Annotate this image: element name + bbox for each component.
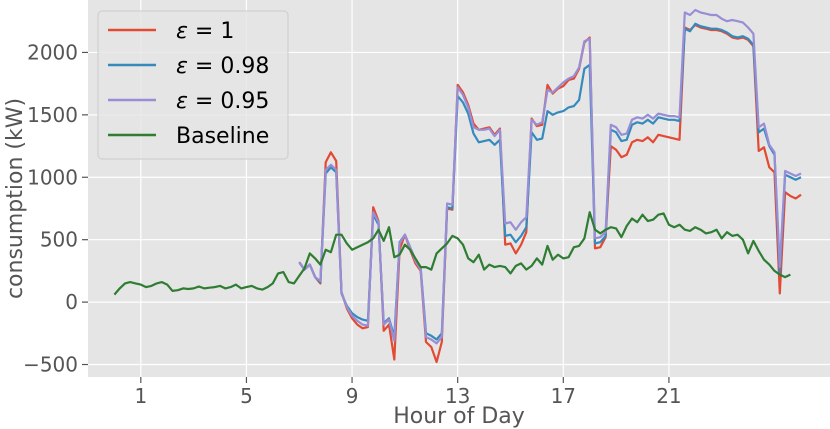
y-tick-label: 1500 bbox=[27, 103, 78, 127]
legend: ε = 1 ε = 0.98 ε = 0.95 Baseline bbox=[97, 10, 289, 160]
y-tick-label: −500 bbox=[23, 353, 78, 377]
y-axis-label: consumption (kW) bbox=[3, 98, 28, 299]
legend-label-3: Baseline bbox=[176, 124, 269, 149]
series-line-2 bbox=[298, 8, 802, 345]
legend-box bbox=[97, 10, 289, 160]
x-tick-label: 21 bbox=[656, 384, 681, 408]
x-tick-label: 1 bbox=[134, 384, 147, 408]
legend-label-2: ε = 0.95 bbox=[176, 89, 269, 114]
x-tick-label: 17 bbox=[551, 384, 576, 408]
x-tick-label: 13 bbox=[445, 384, 470, 408]
x-axis-ticks: 1 5 9 13 17 21 bbox=[134, 377, 682, 408]
x-tick-label: 9 bbox=[346, 384, 359, 408]
y-axis-ticks: −500 0 500 1000 1500 2000 bbox=[23, 40, 88, 377]
y-tick-label: 0 bbox=[65, 290, 78, 314]
x-tick-label: 5 bbox=[240, 384, 253, 408]
legend-label-1: ε = 0.98 bbox=[176, 54, 269, 79]
y-tick-label: 1000 bbox=[27, 165, 78, 189]
series-line-3 bbox=[113, 211, 791, 296]
legend-label-0: ε = 1 bbox=[176, 19, 234, 44]
x-axis-label: Hour of Day bbox=[393, 404, 525, 429]
y-tick-label: 500 bbox=[40, 228, 78, 252]
y-tick-label: 2000 bbox=[27, 40, 78, 64]
grid bbox=[88, 0, 830, 377]
series-layer bbox=[113, 8, 802, 364]
